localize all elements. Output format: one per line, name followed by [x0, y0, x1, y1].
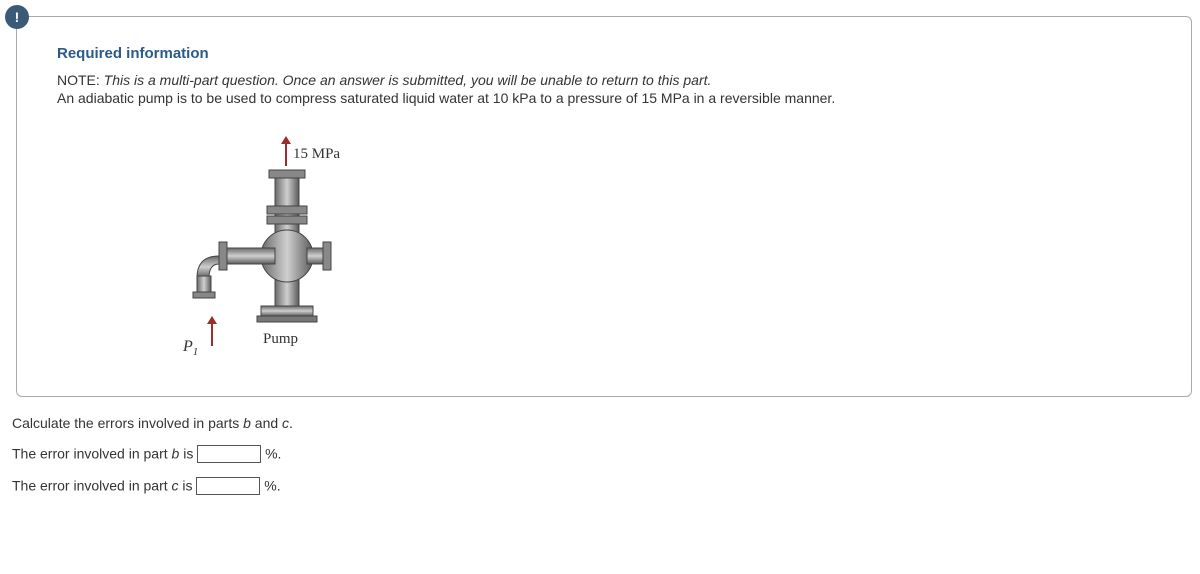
error-c-input[interactable]	[196, 477, 260, 495]
pump-figure: 15 MPa	[127, 136, 427, 376]
intro-e: .	[289, 415, 293, 431]
pump-icon	[177, 156, 337, 336]
line-b-pre: The error involved in part	[12, 446, 172, 462]
inlet-pressure-label: P1	[183, 338, 198, 358]
intro-b: b	[243, 415, 251, 431]
inlet-var: P	[183, 338, 193, 355]
note-label: NOTE:	[57, 72, 104, 88]
intro-a: Calculate the errors involved in parts	[12, 415, 243, 431]
line-c-unit: %.	[260, 478, 280, 494]
line-b-post: is	[179, 446, 197, 462]
pump-caption: Pump	[263, 331, 298, 348]
line-c-var: c	[172, 478, 179, 494]
problem-statement: An adiabatic pump is to be used to compr…	[57, 90, 1161, 106]
intro-c: and	[251, 415, 282, 431]
question-body: Calculate the errors involved in parts b…	[12, 415, 1192, 495]
question-intro: Calculate the errors involved in parts b…	[12, 415, 1192, 431]
note-line: NOTE: This is a multi-part question. Onc…	[57, 72, 1161, 88]
intro-d: c	[282, 415, 289, 431]
inlet-arrow-icon	[205, 316, 219, 346]
inlet-sub: 1	[193, 346, 199, 358]
line-b-unit: %.	[261, 446, 281, 462]
note-text: This is a multi-part question. Once an a…	[104, 72, 712, 88]
line-c-post: is	[179, 478, 197, 494]
alert-icon: !	[5, 5, 29, 29]
answer-line-b: The error involved in part b is %.	[12, 445, 1192, 463]
line-c-pre: The error involved in part	[12, 478, 172, 494]
required-heading: Required information	[57, 45, 1161, 62]
error-b-input[interactable]	[197, 445, 261, 463]
answer-line-c: The error involved in part c is %.	[12, 477, 1192, 495]
required-info-panel: ! Required information NOTE: This is a m…	[16, 16, 1192, 397]
